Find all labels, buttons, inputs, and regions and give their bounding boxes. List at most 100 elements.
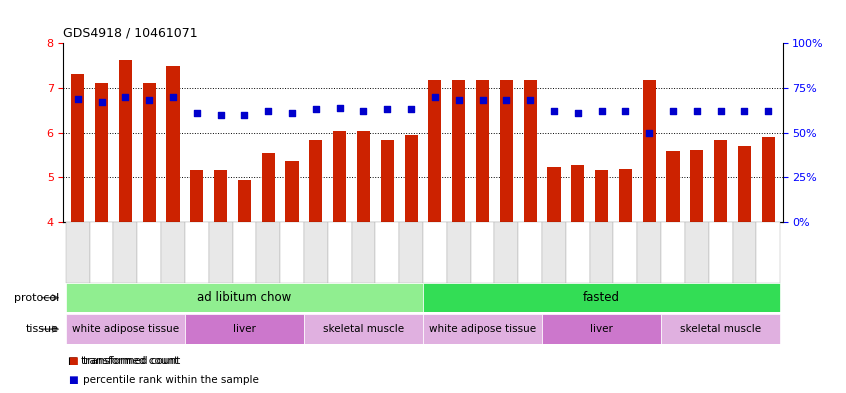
Bar: [71, 73, 85, 222]
Bar: [357, 131, 370, 222]
Bar: [233, 222, 256, 283]
Point: [404, 106, 418, 112]
Bar: [709, 222, 733, 283]
Point: [738, 108, 751, 114]
Bar: [542, 314, 661, 344]
Point: [500, 97, 514, 104]
Point: [214, 112, 228, 118]
Bar: [637, 222, 661, 283]
Point: [261, 108, 275, 114]
Point: [428, 94, 442, 100]
Text: tissue: tissue: [26, 324, 59, 334]
Bar: [714, 140, 728, 222]
Text: ■: ■: [68, 375, 78, 386]
Point: [309, 106, 322, 112]
Bar: [95, 83, 108, 222]
Bar: [167, 66, 179, 222]
Bar: [613, 222, 637, 283]
Bar: [118, 60, 132, 222]
Point: [95, 99, 108, 105]
Bar: [261, 153, 275, 222]
Bar: [137, 222, 161, 283]
Point: [714, 108, 728, 114]
Bar: [238, 180, 251, 222]
Bar: [143, 83, 156, 222]
Point: [475, 97, 489, 104]
Bar: [310, 140, 322, 222]
Bar: [256, 222, 280, 283]
Bar: [376, 222, 399, 283]
Bar: [690, 150, 703, 222]
Bar: [381, 140, 394, 222]
Bar: [661, 314, 780, 344]
Bar: [595, 170, 608, 222]
Bar: [571, 165, 585, 222]
Bar: [285, 161, 299, 222]
Bar: [423, 283, 780, 312]
Point: [118, 94, 132, 100]
Bar: [185, 222, 209, 283]
Text: ■: ■: [68, 356, 78, 366]
Text: fasted: fasted: [583, 291, 620, 304]
Point: [452, 97, 465, 104]
Point: [595, 108, 608, 114]
Bar: [452, 80, 465, 222]
Bar: [500, 80, 513, 222]
Bar: [519, 222, 542, 283]
Text: skeletal muscle: skeletal muscle: [680, 324, 761, 334]
Bar: [590, 222, 613, 283]
Bar: [661, 222, 685, 283]
Bar: [524, 80, 536, 222]
Bar: [161, 222, 185, 283]
Text: white adipose tissue: white adipose tissue: [429, 324, 536, 334]
Bar: [476, 80, 489, 222]
Text: GDS4918 / 10461071: GDS4918 / 10461071: [63, 26, 198, 39]
Point: [332, 105, 346, 111]
Bar: [90, 222, 113, 283]
Bar: [667, 151, 679, 222]
Bar: [733, 222, 756, 283]
Bar: [327, 222, 352, 283]
Bar: [428, 80, 442, 222]
Bar: [66, 314, 185, 344]
Bar: [280, 222, 304, 283]
Bar: [756, 222, 780, 283]
Bar: [304, 314, 423, 344]
Text: liver: liver: [591, 324, 613, 334]
Bar: [738, 146, 751, 222]
Bar: [423, 222, 447, 283]
Bar: [761, 137, 775, 222]
Bar: [113, 222, 137, 283]
Point: [285, 110, 299, 116]
Bar: [542, 222, 566, 283]
Bar: [399, 222, 423, 283]
Point: [690, 108, 704, 114]
Bar: [547, 167, 561, 222]
Point: [142, 97, 156, 104]
Bar: [423, 314, 542, 344]
Bar: [404, 135, 418, 222]
Point: [547, 108, 561, 114]
Point: [761, 108, 775, 114]
Point: [667, 108, 680, 114]
Bar: [494, 222, 519, 283]
Bar: [333, 131, 346, 222]
Bar: [618, 169, 632, 222]
Bar: [470, 222, 494, 283]
Text: liver: liver: [233, 324, 255, 334]
Text: white adipose tissue: white adipose tissue: [72, 324, 179, 334]
Text: ad libitum chow: ad libitum chow: [197, 291, 292, 304]
Bar: [190, 170, 203, 222]
Point: [166, 94, 179, 100]
Bar: [643, 80, 656, 222]
Bar: [352, 222, 376, 283]
Bar: [566, 222, 590, 283]
Bar: [209, 222, 233, 283]
Point: [524, 97, 537, 104]
Bar: [185, 314, 304, 344]
Point: [71, 95, 85, 102]
Point: [571, 110, 585, 116]
Point: [357, 108, 371, 114]
Bar: [66, 283, 423, 312]
Text: skeletal muscle: skeletal muscle: [323, 324, 404, 334]
